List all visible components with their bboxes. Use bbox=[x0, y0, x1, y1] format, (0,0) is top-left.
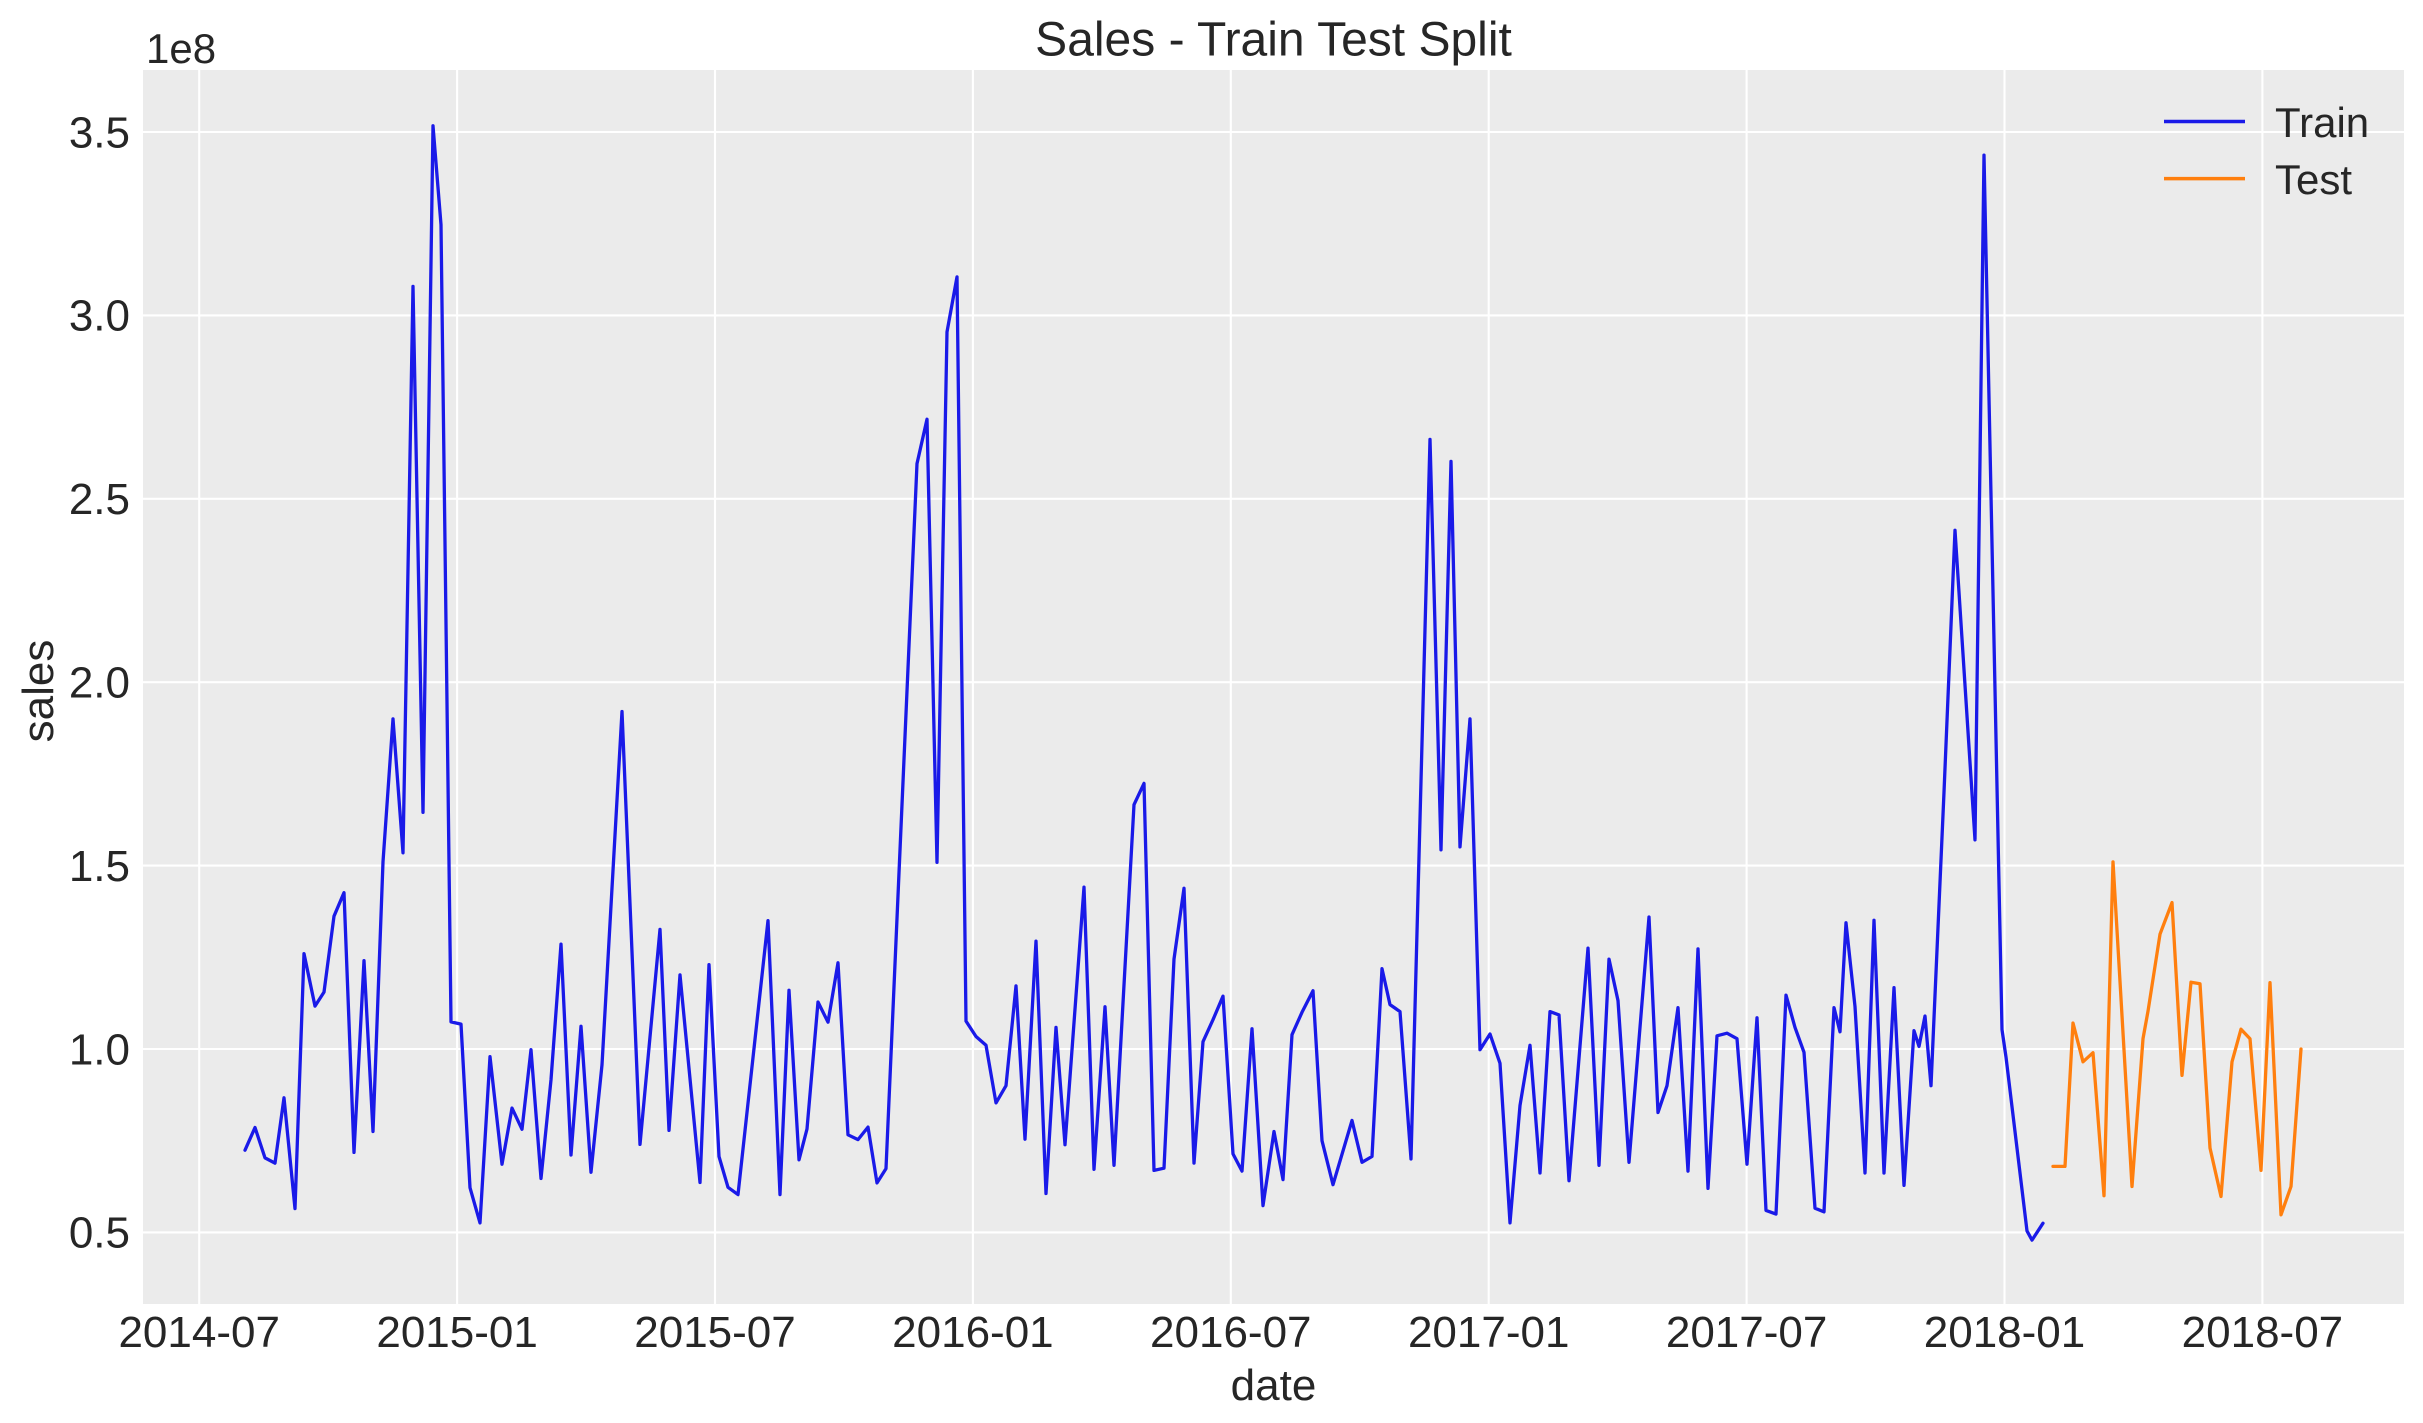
svg-text:2017-01: 2017-01 bbox=[1408, 1308, 1569, 1357]
svg-text:3.5: 3.5 bbox=[69, 108, 130, 157]
svg-text:2016-01: 2016-01 bbox=[892, 1308, 1053, 1357]
svg-text:Sales - Train Test Split: Sales - Train Test Split bbox=[1035, 14, 1512, 67]
svg-text:2017-07: 2017-07 bbox=[1666, 1308, 1827, 1357]
svg-text:2018-07: 2018-07 bbox=[2182, 1308, 2343, 1357]
svg-text:2015-07: 2015-07 bbox=[634, 1308, 795, 1357]
svg-text:2.5: 2.5 bbox=[69, 475, 130, 524]
svg-text:2015-01: 2015-01 bbox=[376, 1308, 537, 1357]
svg-text:2018-01: 2018-01 bbox=[1924, 1308, 2085, 1357]
svg-text:3.0: 3.0 bbox=[69, 292, 130, 341]
svg-text:Train: Train bbox=[2275, 99, 2369, 146]
svg-text:date: date bbox=[1231, 1361, 1317, 1410]
svg-text:1.0: 1.0 bbox=[69, 1025, 130, 1074]
svg-text:0.5: 0.5 bbox=[69, 1209, 130, 1258]
svg-text:sales: sales bbox=[14, 640, 63, 743]
svg-text:1.5: 1.5 bbox=[69, 842, 130, 891]
svg-text:2016-07: 2016-07 bbox=[1150, 1308, 1311, 1357]
svg-text:1e8: 1e8 bbox=[146, 25, 216, 72]
svg-text:2.0: 2.0 bbox=[69, 659, 130, 708]
svg-text:2014-07: 2014-07 bbox=[118, 1308, 279, 1357]
svg-text:Test: Test bbox=[2275, 156, 2352, 203]
